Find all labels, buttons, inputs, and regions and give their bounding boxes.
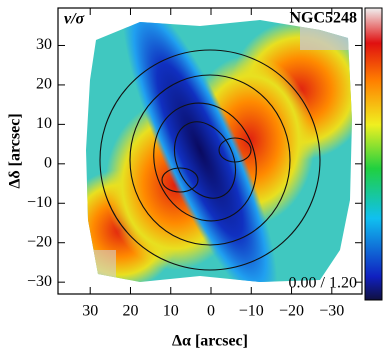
x-tick-label: 20	[122, 303, 138, 320]
range-label: 0.00 / 1.20	[289, 275, 357, 292]
y-tick-label: −10	[27, 194, 52, 211]
y-tick-label: −20	[27, 233, 52, 250]
contours	[99, 49, 321, 271]
colorbar	[364, 7, 383, 301]
x-tick-label: 30	[82, 303, 98, 320]
y-tick-label: −30	[27, 273, 52, 290]
y-tick-label: 20	[36, 76, 52, 93]
y-axis-label: Δδ [arcsec]	[7, 113, 24, 188]
y-tick-label: 30	[36, 36, 52, 53]
x-tick-label: −20	[279, 303, 304, 320]
x-axis-label: Δα [arcsec]	[172, 333, 248, 350]
y-tick-label: 0	[44, 154, 52, 171]
velocity-map	[86, 20, 352, 282]
frame	[57, 7, 363, 295]
x-tick-label: −30	[319, 303, 344, 320]
x-tick-label: 0	[207, 303, 215, 320]
object-label: NGC5248	[289, 10, 357, 27]
map-title: v/σ	[64, 11, 85, 28]
x-tick-label: −10	[239, 303, 264, 320]
y-tick-label: 10	[36, 115, 52, 132]
x-tick-label: 10	[163, 303, 179, 320]
